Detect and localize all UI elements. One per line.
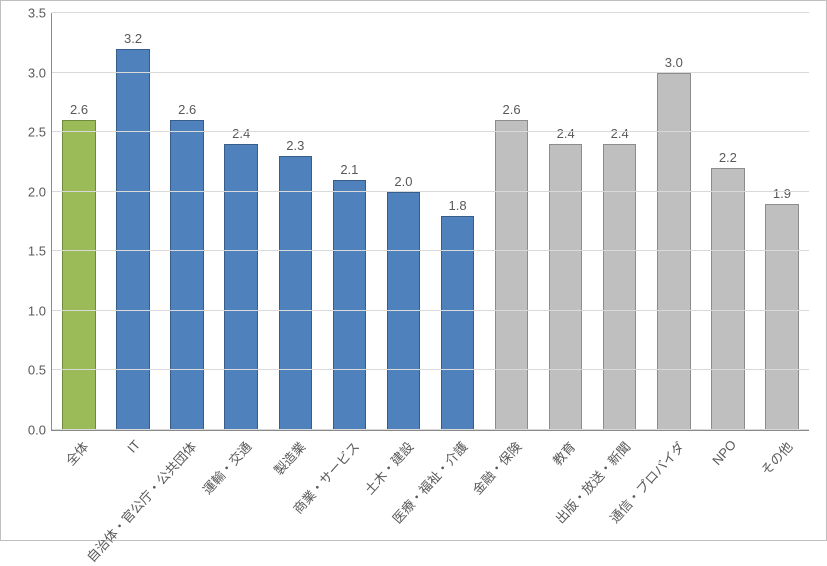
x-tick-label: NPO xyxy=(709,437,739,468)
gridline xyxy=(52,72,809,73)
bar-data-label: 2.4 xyxy=(232,126,250,141)
x-tick-label: 自治体・官公庁・公共団体 xyxy=(82,437,201,566)
bar: 2.2 xyxy=(711,168,745,430)
bar: 2.6 xyxy=(495,120,529,430)
bar-slot: 2.6 xyxy=(160,13,214,430)
bar: 2.4 xyxy=(603,144,637,430)
bar-data-label: 1.8 xyxy=(448,198,466,213)
x-axis-labels: 全体IT自治体・官公庁・公共団体運輸・交通製造業商業・サービス土木・建設医療・福… xyxy=(51,431,809,541)
y-tick-label: 3.0 xyxy=(28,65,46,80)
bar-data-label: 2.2 xyxy=(719,150,737,165)
bar: 2.3 xyxy=(279,156,313,430)
bar-data-label: 2.6 xyxy=(503,102,521,117)
bar: 2.6 xyxy=(170,120,204,430)
bar: 1.8 xyxy=(441,216,475,430)
gridline xyxy=(52,369,809,370)
x-tick-label: 製造業 xyxy=(269,437,309,479)
y-tick-label: 0.5 xyxy=(28,363,46,378)
bar: 2.6 xyxy=(62,120,96,430)
bar-data-label: 2.6 xyxy=(178,102,196,117)
bar-data-label: 1.9 xyxy=(773,186,791,201)
bar-slot: 2.4 xyxy=(593,13,647,430)
bar-slot: 3.2 xyxy=(106,13,160,430)
x-tick-label: 教育 xyxy=(548,437,580,469)
x-tick-label: 土木・建設 xyxy=(359,437,417,498)
x-tick-label: IT xyxy=(124,437,143,456)
gridline xyxy=(52,429,809,430)
y-tick-label: 1.0 xyxy=(28,303,46,318)
bar-data-label: 2.1 xyxy=(340,162,358,177)
bar-data-label: 3.0 xyxy=(665,55,683,70)
bar: 1.9 xyxy=(765,204,799,430)
bar: 2.1 xyxy=(333,180,367,430)
bar-slot: 1.8 xyxy=(431,13,485,430)
bar: 3.2 xyxy=(116,49,150,430)
x-tick-label: その他 xyxy=(756,437,796,479)
bar-data-label: 2.6 xyxy=(70,102,88,117)
bar-slot: 3.0 xyxy=(647,13,701,430)
gridline xyxy=(52,12,809,13)
x-tick-label: 全体 xyxy=(61,437,93,469)
y-tick-label: 2.5 xyxy=(28,125,46,140)
bar-slot: 2.4 xyxy=(539,13,593,430)
bars-container: 2.6 3.2 2.6 2.4 2.3 2.1 2.0 1.8 2.6 2.4 2.4 3.0 2.2 1… xyxy=(52,13,809,430)
bar-slot: 1.9 xyxy=(755,13,809,430)
bar-slot: 2.3 xyxy=(268,13,322,430)
x-tick-label: 金融・保険 xyxy=(468,437,526,498)
bar-data-label: 2.3 xyxy=(286,138,304,153)
bar-slot: 2.1 xyxy=(322,13,376,430)
chart-frame: 2.6 3.2 2.6 2.4 2.3 2.1 2.0 1.8 2.6 2.4 2.4 3.0 2.2 1… xyxy=(0,0,827,541)
x-tick-label: 運輸・交通 xyxy=(197,437,255,498)
bar-slot: 2.6 xyxy=(52,13,106,430)
bar-data-label: 2.0 xyxy=(394,174,412,189)
bar-slot: 2.2 xyxy=(701,13,755,430)
bar: 2.4 xyxy=(224,144,258,430)
gridline xyxy=(52,131,809,132)
bar-slot: 2.6 xyxy=(485,13,539,430)
y-tick-label: 2.0 xyxy=(28,184,46,199)
bar-slot: 2.4 xyxy=(214,13,268,430)
y-tick-label: 0.0 xyxy=(28,423,46,438)
bar-data-label: 2.4 xyxy=(557,126,575,141)
bar: 2.0 xyxy=(387,192,421,430)
bar-data-label: 2.4 xyxy=(611,126,629,141)
gridline xyxy=(52,191,809,192)
y-tick-label: 3.5 xyxy=(28,6,46,21)
gridline xyxy=(52,310,809,311)
plot-area: 2.6 3.2 2.6 2.4 2.3 2.1 2.0 1.8 2.6 2.4 2.4 3.0 2.2 1… xyxy=(51,13,809,431)
gridline xyxy=(52,250,809,251)
y-tick-label: 1.5 xyxy=(28,244,46,259)
bar: 2.4 xyxy=(549,144,583,430)
bar-data-label: 3.2 xyxy=(124,31,142,46)
bar-slot: 2.0 xyxy=(376,13,430,430)
